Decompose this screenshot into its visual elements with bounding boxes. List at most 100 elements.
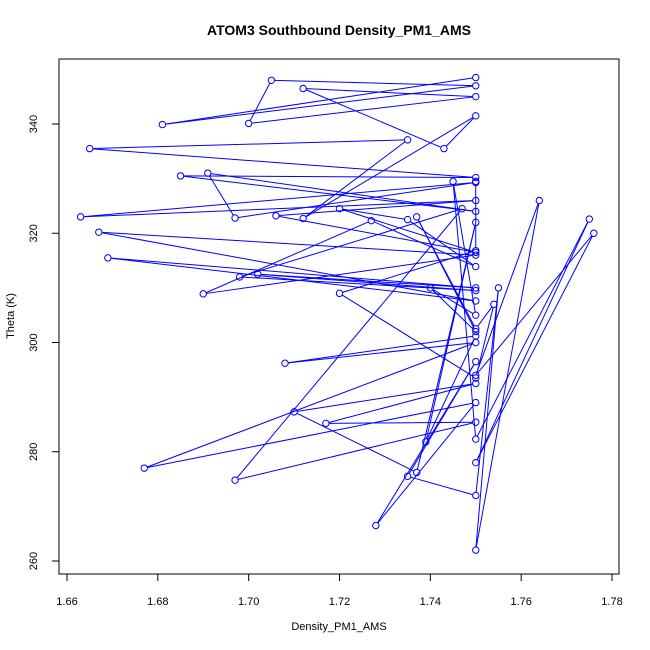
series-line-segment [476, 235, 593, 461]
series-line-segment [305, 89, 442, 148]
data-point [472, 196, 480, 205]
data-point [403, 136, 412, 144]
series-line-segment [476, 221, 589, 460]
series-line-segment [453, 184, 476, 313]
data-point [472, 357, 480, 366]
data-point [472, 247, 480, 255]
series-line-segment [236, 210, 461, 479]
x-axis: 1.66 1.68 1.70 1.72 1.74 1.76 1.78 [56, 573, 623, 608]
series-line-segment [476, 221, 589, 437]
data-point [535, 196, 544, 205]
series-line-segment [209, 175, 234, 216]
series-line-segment [210, 173, 473, 212]
series-line-segment [249, 82, 271, 121]
series-line-segment [475, 203, 540, 548]
series-line-segment [206, 255, 473, 294]
data-point [472, 218, 480, 227]
x-axis-label: Density_PM1_AMS [291, 621, 386, 633]
series-line-segment [445, 117, 474, 147]
series-line-segment [205, 221, 369, 294]
data-point [472, 284, 480, 292]
series-line-segment [408, 364, 475, 474]
data-point [372, 521, 380, 530]
data-point [158, 120, 167, 129]
series-line-segment [278, 215, 473, 253]
series-line-segment [83, 182, 473, 218]
data-point [422, 438, 430, 446]
data-point [413, 213, 421, 221]
data-point [244, 119, 253, 128]
x-tick-label: 1.72 [329, 596, 350, 608]
y-tick-label: 300 [28, 333, 40, 351]
data-point [449, 177, 457, 186]
data-point [403, 472, 412, 481]
series-line-segment [92, 148, 473, 178]
x-tick-label: 1.76 [510, 596, 531, 608]
data-point [104, 254, 112, 262]
y-tick-label: 320 [28, 224, 40, 242]
series-line-segment [432, 289, 474, 330]
series-line-segment [147, 402, 473, 469]
data-point [472, 458, 480, 467]
series-line-segment [296, 412, 415, 472]
data-point [472, 546, 480, 554]
data-point [472, 371, 480, 379]
data-point [440, 144, 448, 153]
data-point [490, 300, 498, 308]
data-point [472, 73, 480, 82]
series-line-segment [432, 289, 474, 314]
series-line-segment [341, 294, 474, 377]
x-tick-label: 1.66 [56, 596, 77, 608]
data-point [472, 379, 480, 388]
data-point [590, 229, 598, 237]
data-point [367, 216, 375, 225]
data-point [472, 311, 480, 319]
data-point [231, 476, 239, 484]
series-line-segment [477, 235, 593, 374]
series-line-segment [329, 421, 473, 424]
data-point [472, 374, 480, 382]
data-point [472, 92, 480, 101]
y-tick-label: 280 [28, 443, 40, 461]
series-line-segment [260, 273, 473, 291]
data-point [204, 169, 212, 177]
y-tick-label: 260 [28, 552, 40, 570]
data-point [458, 204, 466, 213]
y-tick-label: 340 [28, 115, 40, 133]
series-line-segment [147, 343, 473, 468]
series-line-segment [328, 383, 473, 424]
data-point [472, 325, 480, 333]
data-point [472, 173, 480, 182]
data-point [231, 214, 239, 222]
series-line-segment [183, 175, 473, 212]
data-point [472, 491, 480, 500]
data-point [272, 212, 280, 220]
series-line-segment [426, 225, 476, 439]
series-line-segment [305, 141, 406, 217]
data-point [403, 215, 412, 224]
series-line-segment [342, 251, 473, 293]
data-point [299, 214, 307, 223]
series-line-segment [476, 307, 494, 376]
series-line-segment [342, 208, 405, 220]
series-line-segment [477, 306, 493, 327]
series-line-segment [297, 383, 473, 412]
series-line-segment [476, 203, 539, 373]
data-point [299, 84, 307, 93]
data-point [472, 286, 480, 295]
data-point [472, 207, 480, 216]
series-line-segment [475, 291, 499, 547]
data-point [472, 297, 480, 305]
series-line-segment [279, 200, 473, 217]
data-point [290, 408, 298, 416]
series-line-segment [305, 117, 474, 218]
series-line-segment [238, 182, 473, 218]
series-line-segment [377, 404, 475, 524]
data-point [254, 270, 262, 278]
data-point [472, 327, 480, 336]
series-layer [76, 73, 598, 554]
plot-frame [58, 58, 620, 575]
data-point [281, 359, 289, 367]
data-point [413, 468, 421, 477]
data-point [86, 144, 94, 153]
